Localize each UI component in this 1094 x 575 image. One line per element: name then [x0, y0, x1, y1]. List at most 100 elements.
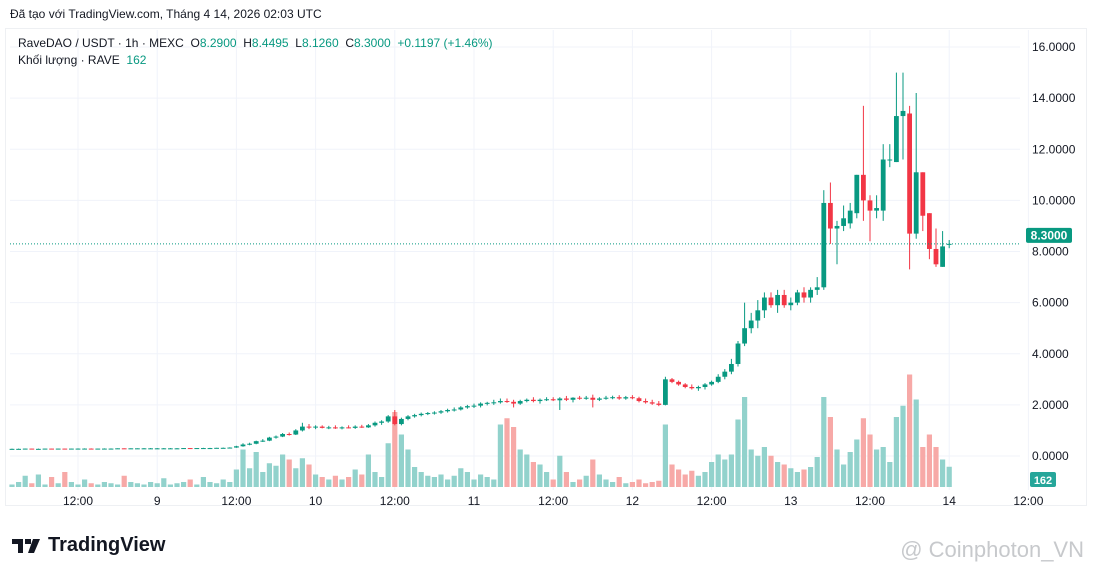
price-tick-label: 14.0000: [1032, 91, 1076, 105]
volume-bar: [478, 474, 484, 487]
volume-bar: [689, 470, 695, 487]
volume-bar: [524, 454, 530, 487]
grid: [10, 30, 1029, 490]
candle-body: [729, 363, 734, 372]
candle-body: [801, 292, 807, 298]
volume-bar: [821, 397, 827, 487]
candle-body: [280, 434, 285, 437]
volume-bar: [398, 434, 404, 487]
volume-bar: [656, 480, 662, 487]
candle-body: [201, 448, 206, 450]
candle-body: [894, 116, 899, 163]
candle-body: [748, 320, 754, 329]
candle-body: [366, 425, 371, 428]
volume-bar: [365, 454, 371, 487]
time-tick-label: 14: [943, 494, 957, 508]
candle-body: [154, 448, 160, 450]
volume-bar: [379, 477, 385, 487]
volume-bar: [695, 475, 701, 487]
candle-body: [207, 448, 213, 450]
candle-body: [161, 448, 167, 450]
candle-body: [755, 310, 761, 321]
volume-bar: [247, 468, 253, 487]
volume-bar: [563, 472, 569, 487]
candle-body: [557, 398, 563, 401]
volume-legend-label[interactable]: Khối lượng · RAVE: [18, 53, 120, 67]
volume-bar: [715, 454, 721, 487]
price-tick-label: 2.0000: [1032, 398, 1069, 412]
volume-bars: [9, 374, 952, 487]
candle-body: [550, 399, 556, 401]
candle-body: [69, 448, 74, 450]
volume-bar: [16, 482, 22, 487]
tradingview-logo[interactable]: TradingView: [12, 534, 165, 557]
last-price-label: 8.3000: [1031, 228, 1068, 242]
volume-bar: [610, 482, 616, 487]
candle-body: [405, 416, 411, 419]
volume-bar: [29, 483, 35, 487]
candle-body: [927, 213, 932, 249]
candle-body: [630, 397, 635, 399]
volume-bar: [273, 465, 279, 487]
volume-bar: [735, 419, 741, 487]
candle-body: [768, 297, 774, 306]
candlestick-chart[interactable]: 16.0000 14.0000 12.0000 10.0000 8.0000 6.0000…: [0, 0, 1094, 520]
candle-body: [260, 440, 266, 442]
candle-body: [570, 397, 576, 400]
volume-bar: [662, 424, 668, 487]
volume-bar: [682, 474, 688, 487]
volume-bar: [412, 467, 418, 487]
volume-bar: [893, 417, 899, 487]
candle-body: [663, 379, 668, 405]
candle-body: [49, 448, 54, 450]
volume-bar: [464, 472, 470, 487]
volume-bar: [808, 467, 814, 487]
candle-body: [491, 402, 497, 404]
candle-body: [577, 397, 582, 399]
time-tick-label: 9: [154, 494, 161, 508]
volume-bar: [847, 452, 853, 487]
candle-body: [352, 426, 358, 428]
volume-bar: [880, 447, 886, 487]
candle-body: [471, 405, 477, 407]
volume-bar: [115, 484, 121, 487]
time-tick-label: 12:00: [1013, 494, 1043, 508]
volume-bar: [649, 482, 655, 487]
candle-body: [814, 287, 820, 290]
volume-bar: [200, 477, 206, 487]
candle-body: [42, 448, 48, 450]
volume-bar: [676, 469, 682, 487]
volume-bar: [517, 449, 523, 487]
volume-bar: [174, 483, 180, 487]
volume-bar: [253, 452, 259, 487]
candle-body: [722, 371, 728, 377]
volume-bar: [405, 449, 411, 487]
symbol-info[interactable]: RaveDAO / USDT · 1h · MEXC: [18, 36, 184, 50]
candle-body: [286, 434, 292, 436]
time-tick-label: 12:00: [855, 494, 885, 508]
volume-bar: [49, 477, 55, 487]
volume-bar: [68, 482, 74, 487]
volume-bar: [128, 482, 134, 487]
candle-body: [702, 384, 708, 387]
low-label: L: [295, 36, 302, 50]
volume-bar: [788, 468, 794, 487]
volume-bar: [220, 479, 226, 487]
volume-bar: [768, 455, 774, 487]
volume-bar: [827, 417, 833, 487]
volume-bar: [728, 454, 734, 487]
time-tick-label: 12:00: [63, 494, 93, 508]
candle-body: [108, 448, 114, 450]
candle-body: [511, 401, 516, 404]
candle-body: [425, 413, 431, 415]
volume-bar: [616, 477, 622, 487]
symbol-legend: RaveDAO / USDT · 1h · MEXC O8.2900 H8.44…: [18, 35, 493, 52]
volume-bar: [887, 462, 893, 487]
volume-label: 162: [1034, 475, 1052, 487]
volume-bar: [544, 472, 550, 487]
volume-bar: [266, 463, 272, 487]
volume-bar: [583, 475, 589, 487]
candle-body: [432, 412, 437, 414]
time-tick-label: 12:00: [538, 494, 568, 508]
candle-body: [940, 246, 945, 267]
